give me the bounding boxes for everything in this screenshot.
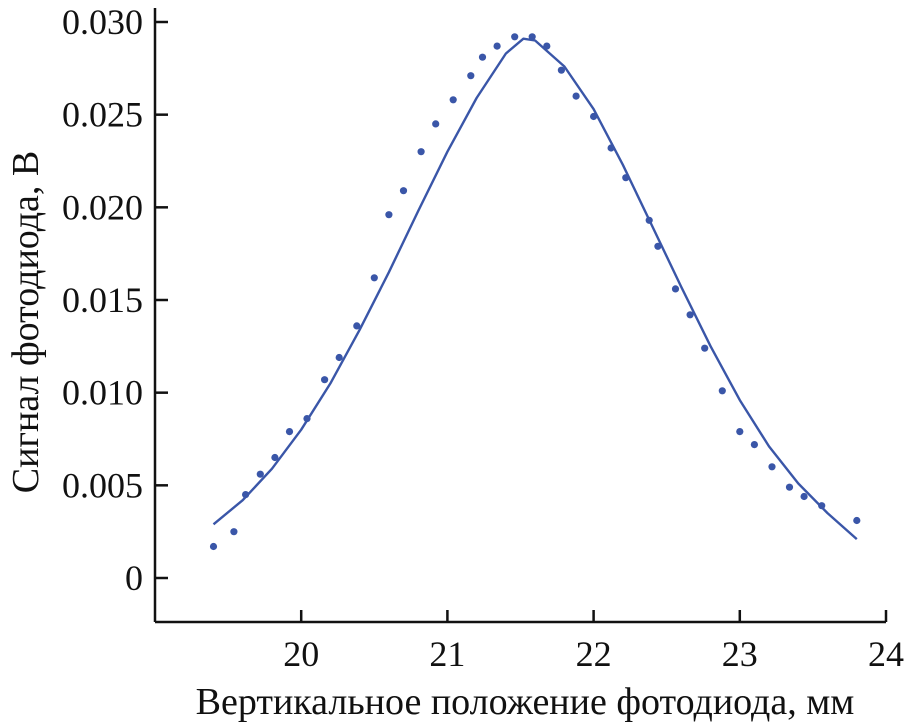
data-point xyxy=(242,491,250,499)
data-point xyxy=(478,53,487,61)
data-point xyxy=(622,174,630,182)
data-point xyxy=(432,120,440,128)
data-point xyxy=(335,353,343,362)
data-point xyxy=(230,528,238,536)
x-axis-title: Вертикальное положение фотодиода, мм xyxy=(196,681,855,723)
data-point xyxy=(607,144,615,152)
data-point xyxy=(493,42,501,50)
y-tick-label: 0.025 xyxy=(62,95,143,135)
data-point xyxy=(209,542,218,551)
axes xyxy=(153,8,886,624)
plot-area xyxy=(212,37,858,540)
data-point xyxy=(285,428,294,436)
y-tick-label: 0.010 xyxy=(62,373,143,413)
data-point xyxy=(818,502,826,510)
y-tick-label: 0 xyxy=(125,558,143,598)
y-ticks: 0 0.005 0.010 0.015 0.020 0.025 0.030 xyxy=(62,2,168,598)
data-point xyxy=(671,285,680,293)
x-tick-label: 20 xyxy=(283,634,319,674)
data-point xyxy=(353,322,361,330)
y-tick-label: 0.030 xyxy=(62,2,143,42)
data-point xyxy=(853,516,861,525)
x-tick-label: 23 xyxy=(722,634,758,674)
data-point xyxy=(686,311,694,319)
y-tick-label: 0.020 xyxy=(62,187,143,227)
data-point xyxy=(321,376,329,384)
data-point xyxy=(572,92,580,100)
data-point xyxy=(543,42,551,50)
y-tick-label: 0.005 xyxy=(62,465,143,505)
y-tick-label: 0.015 xyxy=(62,280,143,320)
y-axis-title: Сигнал фотодиода, В xyxy=(5,151,47,494)
data-point xyxy=(449,96,457,104)
data-point xyxy=(800,492,808,501)
x-tick-label: 21 xyxy=(429,634,465,674)
data-point xyxy=(256,470,264,478)
data-points xyxy=(209,33,861,551)
data-point xyxy=(467,72,475,80)
data-point xyxy=(417,148,425,156)
data-point xyxy=(736,428,744,436)
data-point xyxy=(701,344,709,352)
data-point xyxy=(528,33,536,41)
data-point xyxy=(785,483,794,491)
data-point xyxy=(590,112,598,121)
fit-curve xyxy=(212,37,858,540)
data-point xyxy=(370,274,378,282)
x-tick-label: 24 xyxy=(868,634,904,674)
data-point xyxy=(768,463,776,471)
data-point xyxy=(385,211,393,219)
data-point xyxy=(645,216,653,224)
data-point xyxy=(303,415,311,423)
x-ticks: 20 21 22 23 24 xyxy=(283,610,904,674)
data-point xyxy=(750,441,759,449)
data-point xyxy=(511,33,519,41)
data-point xyxy=(718,387,726,395)
data-point xyxy=(271,453,279,462)
data-point xyxy=(557,66,566,74)
x-tick-label: 22 xyxy=(576,634,612,674)
data-point xyxy=(399,187,408,195)
data-point xyxy=(654,242,662,250)
